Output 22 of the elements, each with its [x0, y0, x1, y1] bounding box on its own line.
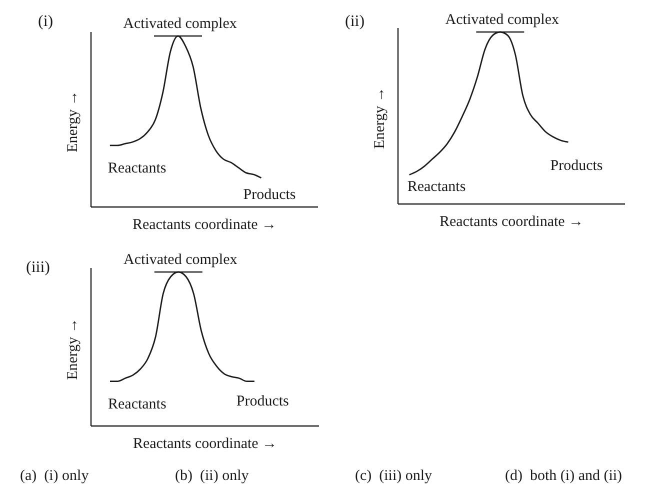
annotation: Products: [550, 158, 603, 174]
annotation: Products: [236, 393, 290, 410]
annotation: Reactants: [108, 396, 166, 412]
text: (a) (i) only: [20, 468, 90, 484]
text: Activated complex: [445, 12, 560, 28]
text: Activated complex: [124, 252, 238, 268]
x-axis-title: Reactants coordinate →: [132, 436, 278, 452]
text: (d) both (i) and (ii): [505, 468, 622, 484]
y-axis-title: Energy →: [372, 87, 388, 149]
chart-title: (i): [38, 13, 54, 30]
x-axis-title: Reactants coordinate →: [132, 217, 277, 233]
chart-title: (ii): [345, 13, 365, 30]
text: (b) (ii) only: [175, 468, 250, 484]
y-axis-title: Energy →: [65, 318, 81, 380]
text: (c) (iii) only: [355, 468, 433, 484]
chart-title: (iii): [26, 259, 50, 276]
text: Activated complex: [123, 16, 238, 32]
annotation: Products: [243, 186, 296, 203]
y-axis-title: Energy →: [65, 90, 81, 152]
annotation: Reactants: [108, 160, 166, 176]
x-axis-title: Reactants coordinate →: [439, 214, 584, 230]
annotation: Reactants: [407, 178, 466, 195]
